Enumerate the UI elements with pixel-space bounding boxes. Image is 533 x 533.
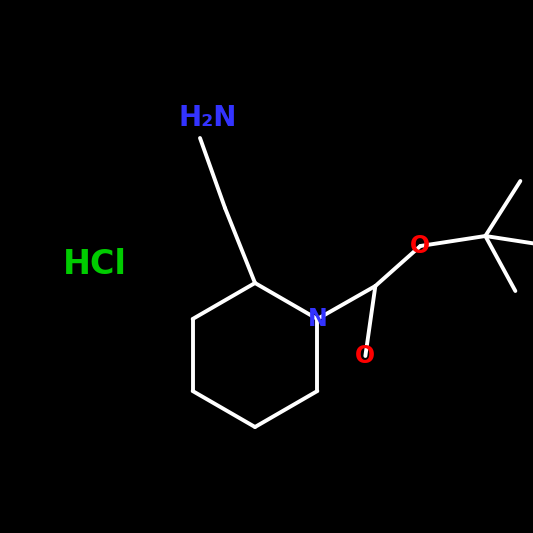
Text: HCl: HCl xyxy=(63,248,127,281)
Text: H₂N: H₂N xyxy=(179,104,237,132)
Text: N: N xyxy=(308,307,327,331)
Text: O: O xyxy=(356,344,375,368)
Text: O: O xyxy=(410,234,431,258)
